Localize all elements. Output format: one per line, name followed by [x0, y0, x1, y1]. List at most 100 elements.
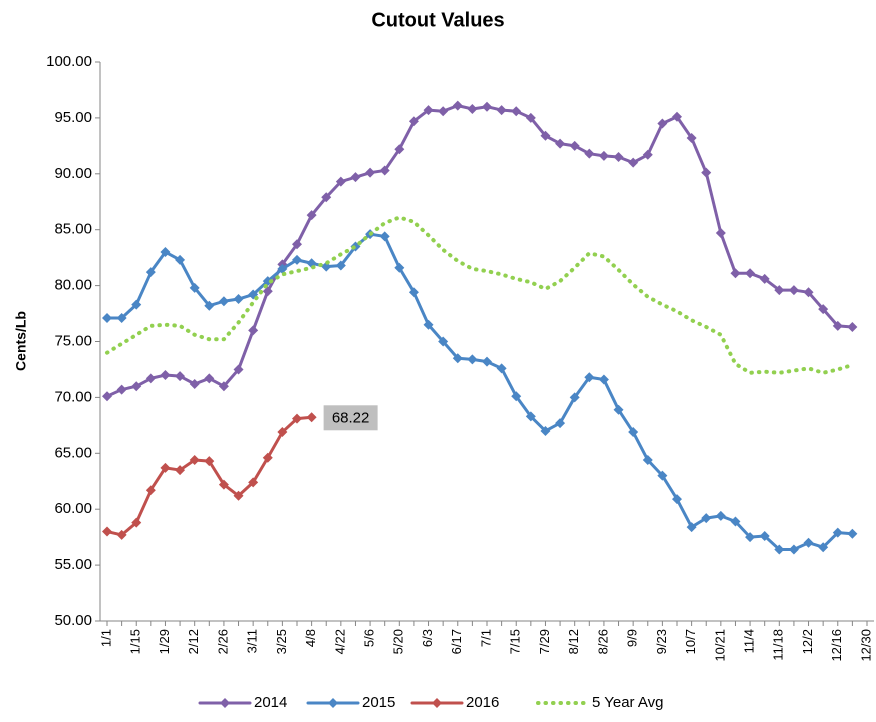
data-point [818, 542, 829, 553]
data-point [657, 118, 668, 129]
data-point [102, 526, 112, 537]
series-line [105, 104, 854, 398]
data-point [832, 527, 843, 538]
data-point [248, 477, 259, 488]
x-tick-label: 6/3 [420, 629, 435, 647]
data-point [277, 427, 288, 438]
data-point [292, 239, 302, 250]
x-tick-label: 1/15 [128, 629, 143, 654]
data-point [803, 537, 814, 548]
data-point [759, 273, 770, 284]
y-tick-label: 50.00 [54, 612, 92, 629]
legend-label: 2016 [466, 694, 499, 711]
data-point [613, 404, 624, 415]
data-point [467, 103, 478, 114]
data-point [847, 528, 858, 539]
data-point [204, 373, 215, 384]
data-point [847, 321, 858, 332]
data-point [321, 192, 332, 203]
data-point [540, 425, 551, 436]
data-label: 68.22 [332, 409, 370, 426]
series-line [105, 215, 855, 375]
data-point [262, 276, 273, 287]
data-point [292, 413, 302, 424]
y-tick-label: 80.00 [54, 277, 92, 294]
data-point [452, 100, 463, 111]
y-tick-label: 60.00 [54, 500, 92, 517]
data-point [175, 254, 186, 265]
data-point [803, 287, 814, 298]
data-point [131, 517, 142, 528]
x-tick-label: 8/12 [566, 629, 581, 654]
data-point [818, 304, 829, 315]
data-point [394, 144, 405, 155]
x-tick-label: 9/23 [654, 629, 669, 654]
x-tick-label: 3/11 [245, 629, 260, 653]
data-point [145, 485, 156, 496]
data-point [189, 282, 200, 293]
data-point [672, 111, 682, 122]
x-tick-label: 2/26 [215, 629, 230, 654]
x-tick-label: 7/15 [508, 629, 523, 654]
data-point [189, 455, 200, 466]
data-point [408, 116, 419, 127]
data-point [145, 373, 156, 384]
data-point [394, 262, 405, 273]
data-point [277, 263, 288, 274]
data-point [642, 149, 653, 160]
data-point [642, 455, 653, 466]
legend-marker [220, 698, 230, 708]
data-point [218, 479, 229, 490]
y-tick-label: 65.00 [54, 444, 92, 461]
y-tick-label: 85.00 [54, 221, 92, 238]
series-line [105, 232, 854, 551]
data-point [102, 313, 112, 324]
data-point [598, 150, 609, 161]
data-point [379, 165, 390, 176]
data-point [438, 336, 449, 347]
data-point [715, 228, 726, 239]
data-point [160, 462, 171, 473]
data-point [759, 531, 770, 542]
data-point [745, 532, 756, 543]
data-point [613, 152, 624, 163]
data-point [218, 296, 229, 307]
x-tick-label: 7/29 [537, 629, 552, 654]
x-tick-label: 11/4 [742, 629, 757, 653]
data-point [686, 522, 697, 533]
data-point [686, 133, 697, 144]
data-point [628, 157, 639, 168]
x-tick-label: 5/6 [362, 629, 377, 647]
y-tick-label: 100.00 [46, 53, 92, 70]
data-point [525, 112, 536, 123]
data-point [438, 106, 449, 117]
legend-label: 5 Year Avg [592, 694, 663, 711]
data-point [672, 494, 682, 505]
data-point [292, 254, 302, 265]
data-point [788, 285, 799, 296]
y-tick-label: 95.00 [54, 109, 92, 126]
data-point [715, 510, 726, 521]
data-point [555, 418, 566, 429]
data-point [657, 470, 668, 481]
data-point [745, 268, 756, 279]
data-point [379, 231, 390, 242]
data-point [701, 513, 712, 524]
y-tick-label: 75.00 [54, 332, 92, 349]
data-point [116, 529, 127, 540]
data-point [774, 544, 785, 555]
x-tick-label: 6/17 [449, 629, 464, 654]
legend-marker [432, 698, 442, 708]
data-point [730, 268, 741, 279]
data-point [350, 172, 361, 183]
data-point [467, 354, 478, 365]
legend-label: 2015 [362, 694, 395, 711]
legend-marker [328, 698, 338, 708]
data-point [116, 313, 127, 324]
data-point [569, 392, 580, 403]
data-point [262, 286, 273, 297]
chart-title: Cutout Values [371, 9, 504, 31]
data-point [204, 456, 215, 467]
data-point [160, 370, 171, 381]
